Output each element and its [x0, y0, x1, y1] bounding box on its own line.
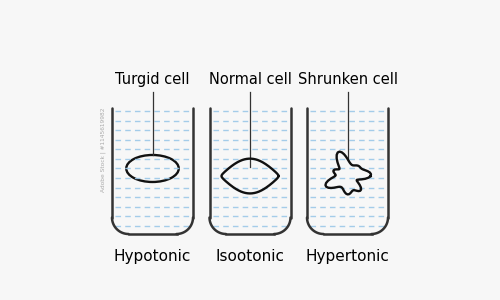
Text: Hypotonic: Hypotonic: [114, 249, 191, 264]
Text: Adobe Stock | #1145619982: Adobe Stock | #1145619982: [101, 108, 106, 192]
Text: Isootonic: Isootonic: [216, 249, 284, 264]
Text: Normal cell: Normal cell: [208, 72, 292, 87]
Text: Hypertonic: Hypertonic: [306, 249, 390, 264]
Text: Shrunken cell: Shrunken cell: [298, 72, 398, 87]
Text: Turgid cell: Turgid cell: [115, 72, 190, 87]
